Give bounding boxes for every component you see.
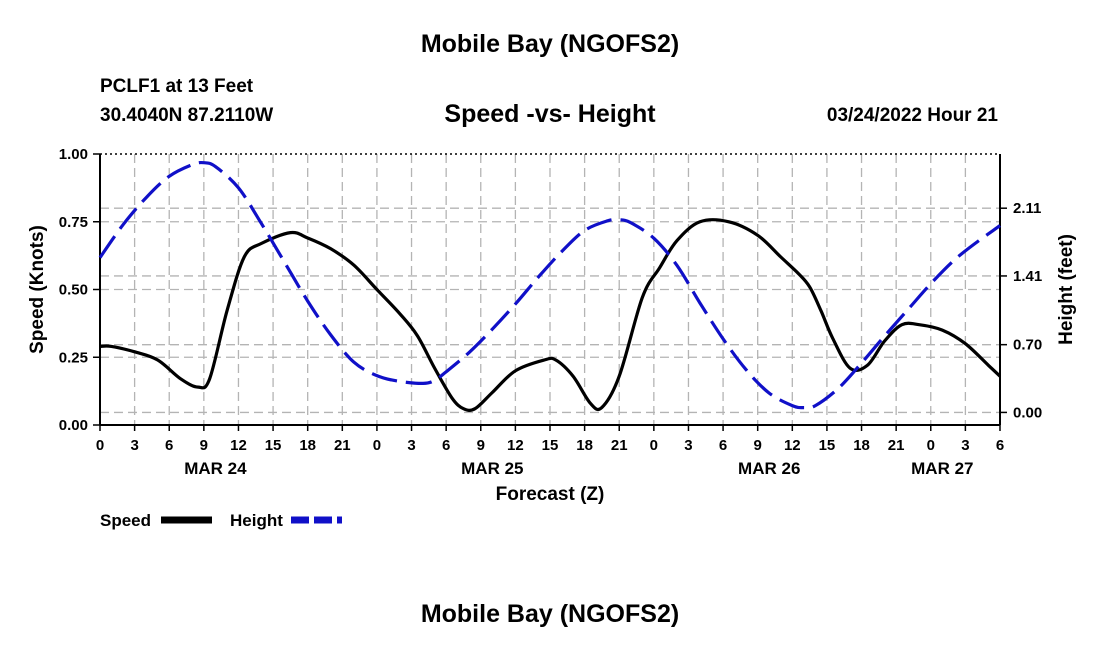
forecast-timestamp: 03/24/2022 Hour 21	[826, 105, 998, 126]
x-tick-label: 18	[853, 437, 870, 454]
footer-title: Mobile Bay (NGOFS2)	[420, 600, 680, 628]
x-tick-label: 3	[130, 437, 138, 454]
speed-series-line	[99, 218, 1002, 412]
x-tick-label: 21	[611, 437, 628, 454]
y2-tick-label: 0.70	[1013, 337, 1042, 354]
legend: Speed Height	[100, 511, 342, 530]
x-date-label: MAR 27	[911, 459, 973, 478]
x-tick-label: 3	[684, 437, 692, 454]
x-tick-label: 0	[650, 437, 658, 454]
y-tick-label: 0.25	[59, 349, 88, 366]
x-tick-label: 15	[819, 437, 836, 454]
x-tick-label: 0	[373, 437, 381, 454]
station-label: PCLF1 at 13 Feet	[100, 76, 254, 97]
x-tick-label: 3	[961, 437, 969, 454]
y2-tick-label: 0.00	[1013, 404, 1042, 421]
x-tick-label: 9	[754, 437, 762, 454]
x-tick-label: 12	[507, 437, 524, 454]
x-tick-label: 6	[996, 437, 1004, 454]
x-tick-label: 21	[334, 437, 351, 454]
x-tick-label: 9	[200, 437, 208, 454]
x-tick-label: 3	[407, 437, 415, 454]
x-tick-label: 15	[542, 437, 559, 454]
x-date-label: MAR 26	[738, 459, 800, 478]
height-series-line	[98, 160, 1001, 410]
x-tick-label: 15	[265, 437, 282, 454]
x-tick-label: 18	[299, 437, 316, 454]
x-tick-label: 21	[888, 437, 905, 454]
x-axis-title: Forecast (Z)	[496, 484, 605, 505]
station-coordinates: 30.4040N 87.2110W	[100, 105, 274, 126]
x-tick-label: 6	[165, 437, 173, 454]
x-tick-label: 18	[576, 437, 593, 454]
data-series	[98, 160, 1002, 412]
x-tick-label: 0	[96, 437, 104, 454]
x-date-label: MAR 25	[461, 459, 523, 478]
chart-title: Mobile Bay (NGOFS2)	[420, 30, 680, 58]
x-date-label: MAR 24	[184, 459, 247, 478]
y2-tick-label: 1.41	[1013, 268, 1042, 285]
x-tick-label: 0	[927, 437, 935, 454]
y2-axis-title: Height (feet)	[1056, 234, 1077, 345]
y-tick-label: 0.00	[59, 417, 88, 434]
chart-subtitle: Speed -vs- Height	[444, 100, 656, 128]
legend-label-height: Height	[230, 511, 283, 530]
y-tick-label: 0.50	[59, 282, 88, 299]
x-tick-label: 9	[477, 437, 485, 454]
axis-labels: 0 3 6 9 12 15 18 21 0 3 6 9 12 15 18 21 0 3 6 9 12 15 18 21 0 3 6M…	[27, 146, 1077, 505]
x-tick-label: 12	[230, 437, 247, 454]
y2-tick-label: 2.11	[1013, 200, 1041, 217]
grid-lines	[100, 154, 1000, 425]
x-tick-label: 6	[719, 437, 727, 454]
y-tick-label: 1.00	[59, 146, 88, 163]
x-tick-label: 6	[442, 437, 450, 454]
y-axis-title: Speed (Knots)	[27, 225, 48, 354]
axes	[93, 153, 1007, 431]
x-tick-label: 12	[784, 437, 801, 454]
y-tick-label: 0.75	[59, 214, 88, 231]
legend-label-speed: Speed	[100, 511, 151, 530]
